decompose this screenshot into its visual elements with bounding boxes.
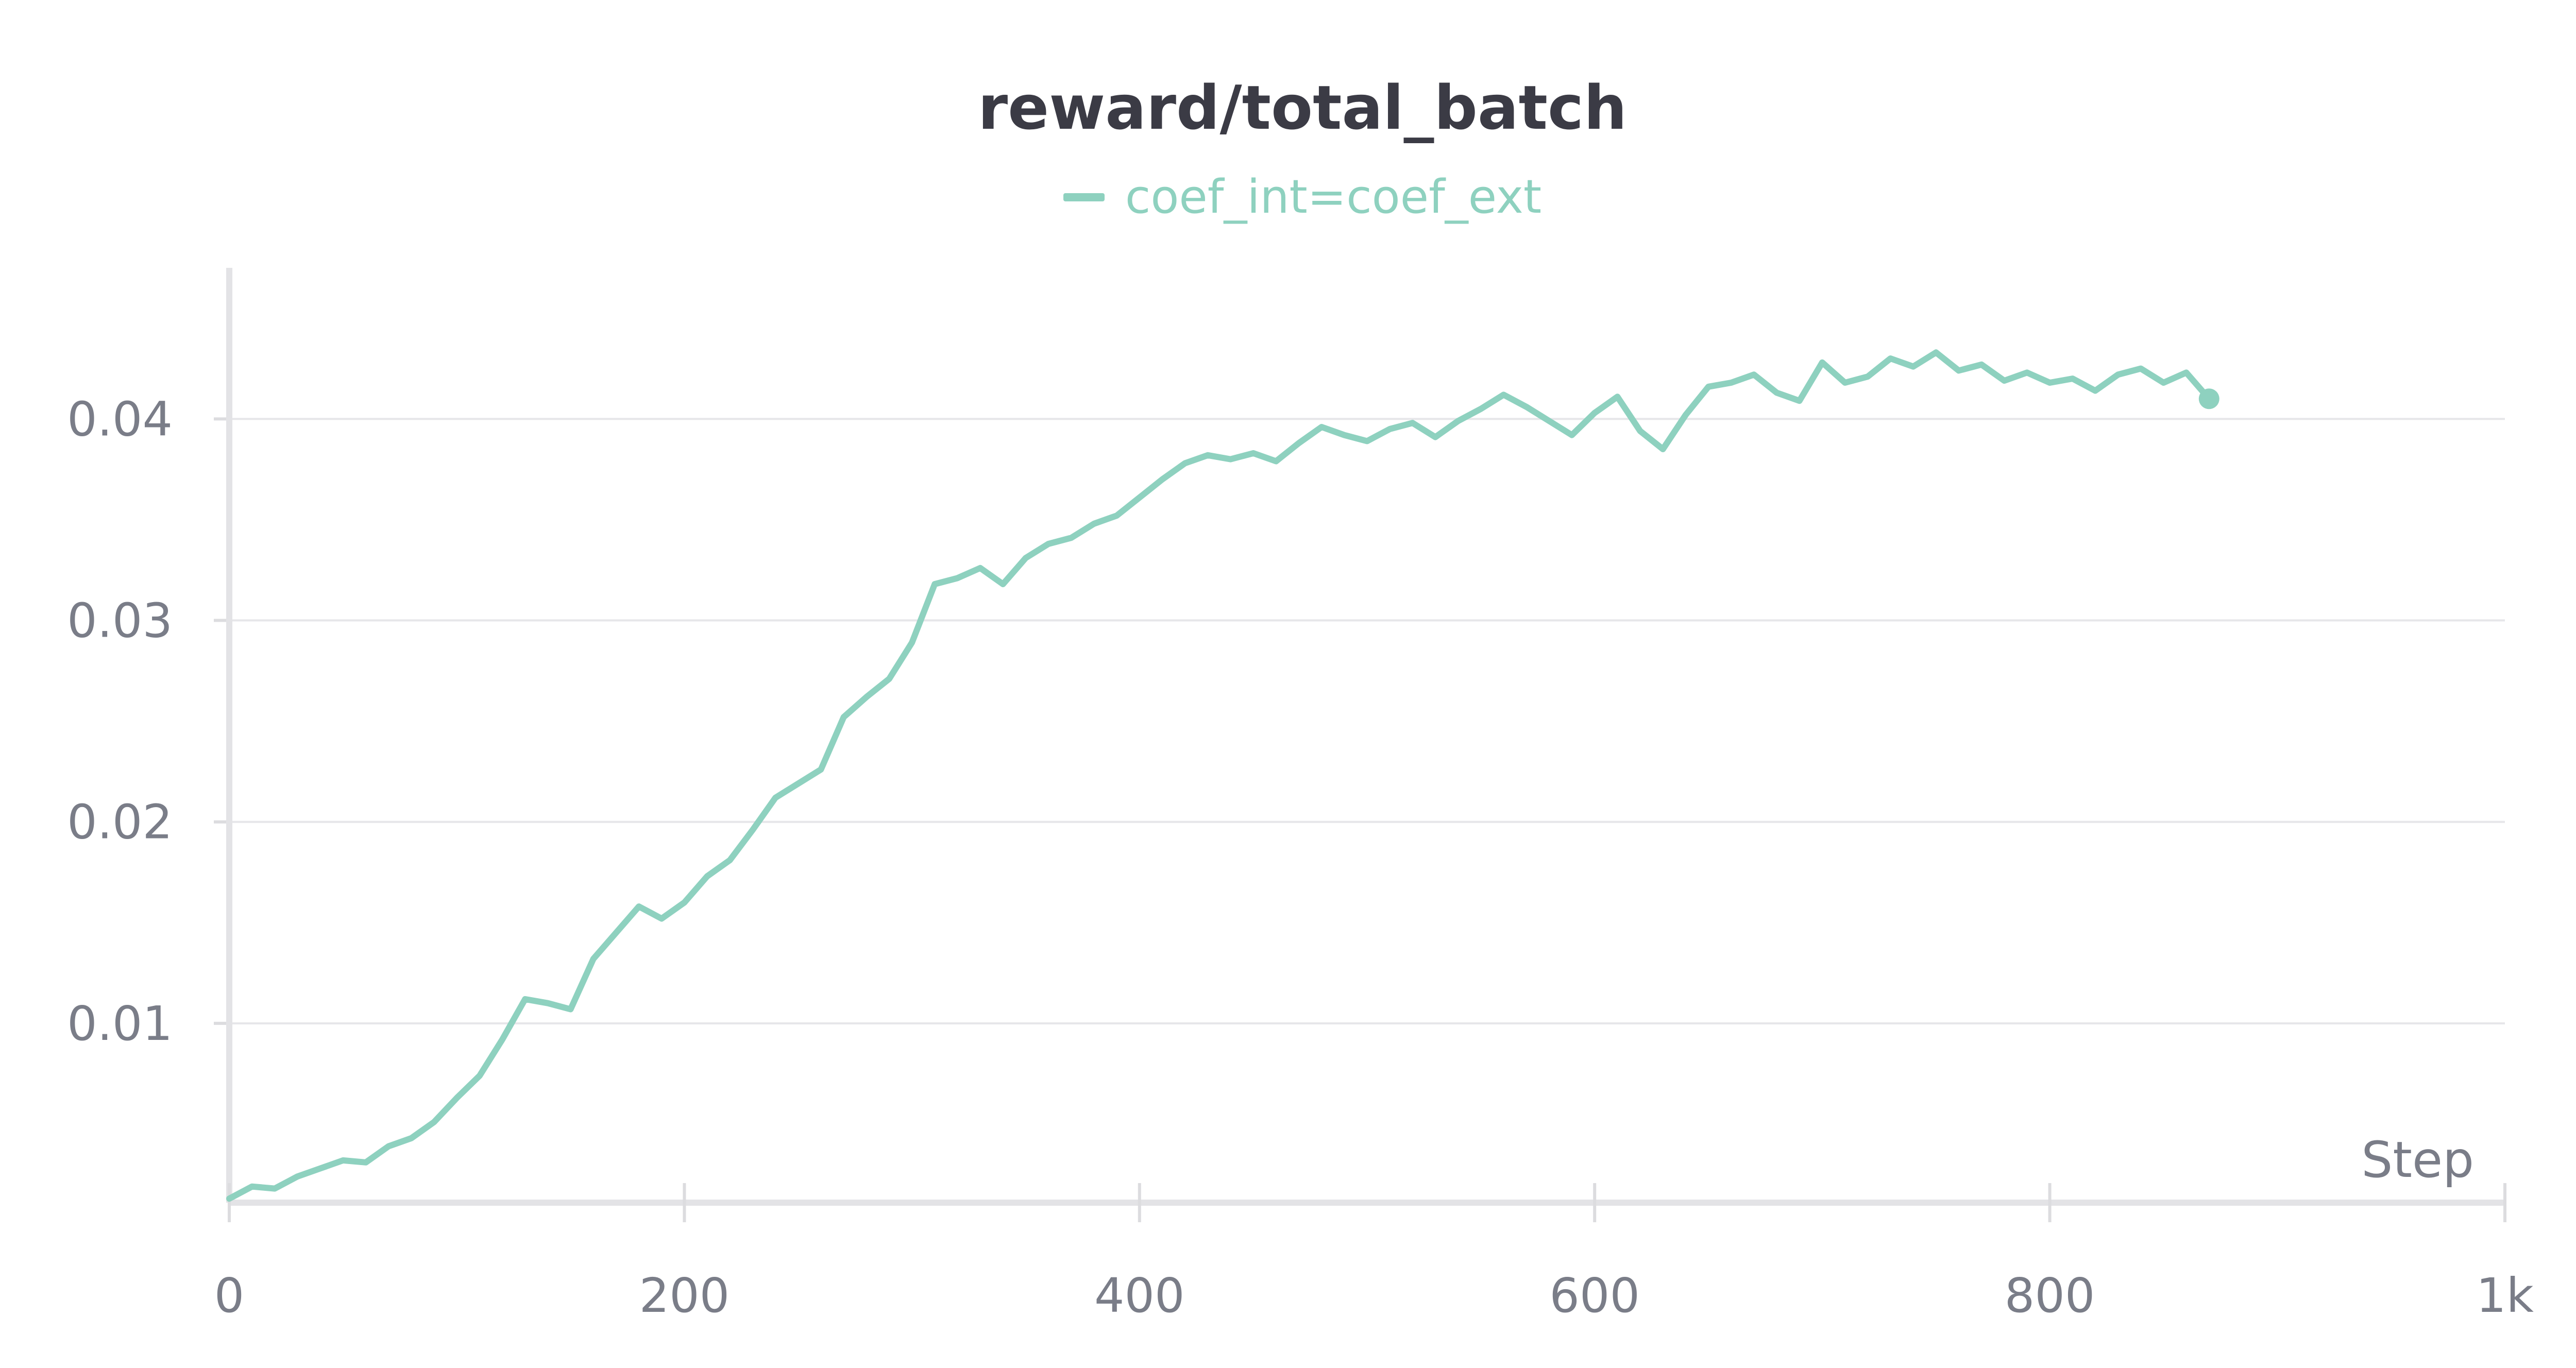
grid-layer [229, 418, 2505, 1024]
label-layer: 0.01 0.02 0.03 0.04 0 200 400 600 800 1k Step [67, 391, 2534, 1323]
x-tick-label: 200 [639, 1268, 730, 1323]
x-tick-label: 800 [2005, 1268, 2095, 1323]
x-tick-label: 0 [214, 1268, 245, 1323]
legend-swatch [1063, 193, 1105, 201]
legend: coef_int=coef_ext [0, 170, 2576, 224]
y-tick-label: 0.03 [67, 593, 173, 648]
series-layer [226, 349, 2219, 1202]
x-axis-label: Step [2361, 1131, 2474, 1189]
series-end-marker [2198, 388, 2219, 409]
legend-label: coef_int=coef_ext [1125, 170, 1542, 224]
x-tick-label: 400 [1094, 1268, 1185, 1323]
y-tick-label: 0.01 [67, 996, 173, 1051]
chart-title: reward/total_batch [977, 72, 1628, 143]
x-tick-label: 1k [2476, 1268, 2534, 1323]
series-line [226, 349, 2212, 1202]
y-tick-label: 0.02 [67, 795, 173, 850]
y-tick-label: 0.04 [67, 391, 173, 447]
x-tick-label: 600 [1549, 1268, 1640, 1323]
axis-layer [214, 268, 2506, 1222]
